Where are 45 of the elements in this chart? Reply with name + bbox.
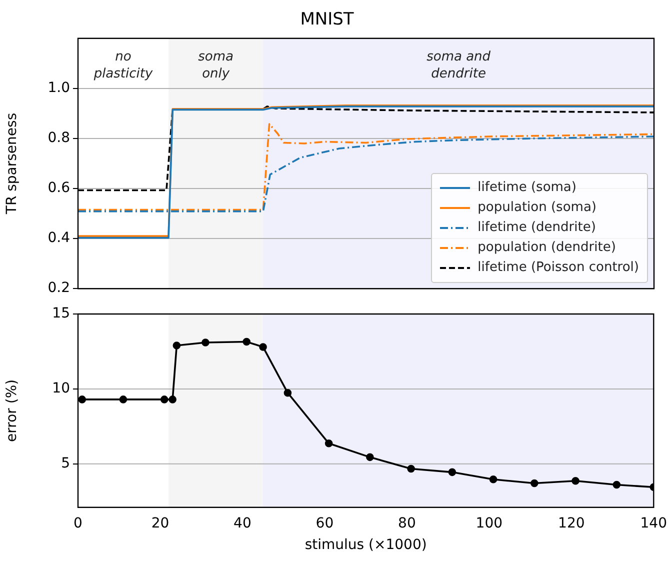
band-label: soma only <box>198 49 234 82</box>
point <box>366 453 374 462</box>
point <box>612 480 621 489</box>
point <box>324 439 333 448</box>
legend-label: lifetime (dendrite) <box>478 220 596 236</box>
y-tick-label: 0.2 <box>48 280 70 296</box>
y-tick-label: 1.0 <box>48 80 70 96</box>
annotation: no plasticity <box>92 49 153 82</box>
y-tick-label: 10 <box>52 380 70 397</box>
x-tick-label: 140 <box>640 515 668 532</box>
y-axis-title: TR sparseness <box>4 112 20 216</box>
x-axis-title: stimulus (×1000) <box>304 537 427 554</box>
y-tick-label: 0.6 <box>48 180 70 196</box>
point <box>572 476 580 485</box>
band-label: soma and dendrite <box>426 49 492 82</box>
x-tick-label: 0 <box>74 515 82 532</box>
y-tick-label: 5 <box>61 456 70 472</box>
legend-label: population (soma) <box>478 200 596 216</box>
x-tick-label: 100 <box>476 515 503 532</box>
chart-title: MNIST <box>300 10 354 30</box>
y-tick-label: 0.8 <box>48 130 70 146</box>
y-tick-label: 0.4 <box>48 230 70 246</box>
x-tick-label: 40 <box>234 515 252 532</box>
legend-label: lifetime (Poisson control) <box>478 260 639 276</box>
point <box>119 396 128 404</box>
point <box>202 338 210 346</box>
point <box>407 464 415 473</box>
point <box>78 396 86 404</box>
point <box>172 342 181 350</box>
point <box>448 468 456 476</box>
point <box>489 475 498 484</box>
legend-label: lifetime (soma) <box>478 180 576 196</box>
legend-label: population (dendrite) <box>478 240 616 256</box>
point <box>242 338 250 346</box>
x-tick-label: 20 <box>151 515 170 532</box>
point <box>168 396 176 404</box>
point <box>284 388 292 397</box>
x-tick-label: 80 <box>398 515 416 532</box>
point <box>530 479 538 488</box>
point <box>160 396 168 404</box>
y-axis-title: error (%) <box>4 379 20 442</box>
x-tick-label: 60 <box>316 515 334 532</box>
point <box>259 343 267 351</box>
x-tick-label: 120 <box>558 515 585 532</box>
y-tick-label: 15 <box>52 306 70 322</box>
